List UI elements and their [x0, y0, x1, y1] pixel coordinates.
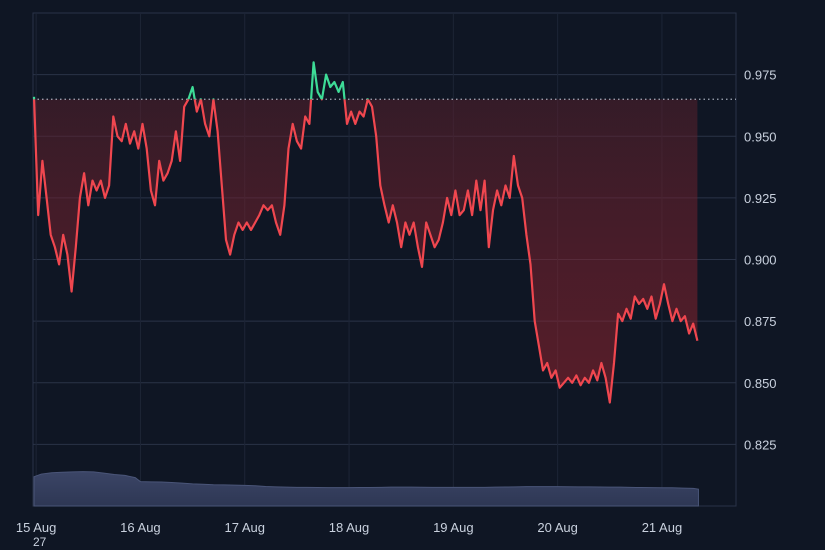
y-tick-label: 0.900 [744, 253, 777, 268]
y-tick-label: 0.925 [744, 191, 777, 206]
y-tick-label: 0.950 [744, 129, 777, 144]
volume-shape [33, 471, 699, 507]
x-tick-label: 17 Aug [224, 520, 265, 535]
below-reference-fill [34, 99, 698, 403]
price-fill-area [34, 99, 698, 403]
price-line [32, 61, 699, 404]
y-tick-label: 0.850 [744, 376, 777, 391]
x-tick-label: 19 Aug [433, 520, 474, 535]
x-tick-label: 16 Aug [120, 520, 161, 535]
y-tick-label: 0.825 [744, 437, 777, 452]
y-axis-labels: 0.975 0.950 0.925 0.900 0.875 0.850 0.825 [744, 68, 777, 453]
x-tick-label: 18 Aug [329, 520, 370, 535]
x-axis-labels: 15 Aug 16 Aug 17 Aug 18 Aug 19 Aug 20 Aug 21 A… [16, 520, 682, 535]
y-tick-label: 0.975 [744, 68, 777, 83]
x-tick-label: 20 Aug [537, 520, 578, 535]
volume-area [33, 471, 699, 507]
x-tick-label: 15 Aug [16, 520, 57, 535]
y-tick-label: 0.875 [744, 314, 777, 329]
corner-annotation: 27 [33, 535, 47, 549]
x-tick-label: 21 Aug [642, 520, 683, 535]
price-line-below [32, 99, 699, 404]
